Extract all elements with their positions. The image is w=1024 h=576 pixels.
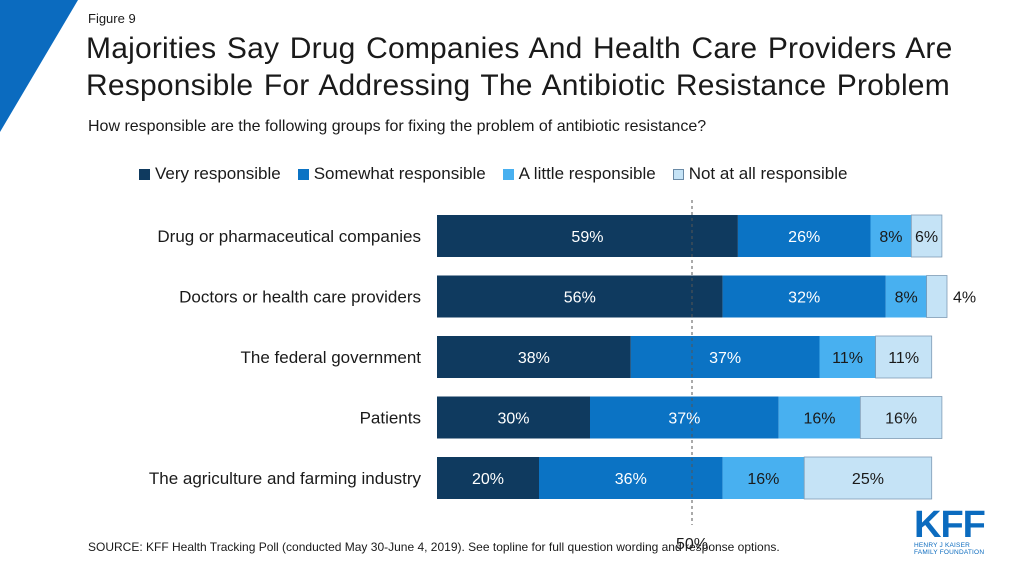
legend-item-a-little-responsible: A little responsible: [502, 164, 656, 184]
source-note: SOURCE: KFF Health Tracking Poll (conduc…: [88, 540, 780, 554]
legend-swatch: [672, 168, 684, 180]
bar-segment-very-responsible: [437, 336, 631, 378]
data-label: 25%: [852, 471, 884, 488]
bar-segment-a-little-responsible: [885, 275, 927, 318]
bar-segment-somewhat-responsible: [722, 275, 886, 318]
data-label: 20%: [472, 471, 504, 488]
chart-title: Majorities Say Drug Companies And Health…: [86, 32, 953, 102]
bar-segment-a-little-responsible: [722, 457, 805, 499]
bar-segment-very-responsible: [437, 457, 539, 499]
data-label: 8%: [879, 229, 902, 246]
data-label: 6%: [915, 229, 938, 246]
kff-logo: KFF HENRY J KAISER FAMILY FOUNDATION: [914, 504, 990, 556]
bar-segment-very-responsible: [437, 215, 738, 257]
data-label: 4%: [953, 290, 976, 307]
logo-mark: KFF: [914, 504, 986, 546]
bar-segment-very-responsible: [437, 275, 723, 318]
legend-label: Somewhat responsible: [313, 164, 486, 183]
logo-line-1: HENRY J KAISER: [914, 542, 971, 549]
data-label: 8%: [895, 290, 918, 307]
data-label: 38%: [518, 350, 550, 367]
category-label: The agriculture and farming industry: [149, 469, 422, 488]
bar-segment-not-at-all-responsible: [875, 335, 933, 379]
bar-segment-a-little-responsible: [870, 215, 912, 257]
legend-swatch: [502, 168, 514, 180]
data-label: 26%: [788, 229, 820, 246]
corner-accent-shape: [0, 0, 78, 132]
data-label: 11%: [888, 350, 919, 367]
legend-item-very-responsible: Very responsible: [139, 164, 281, 184]
legend-label: Not at all responsible: [688, 164, 848, 183]
bar-segment-not-at-all-responsible: [910, 214, 943, 258]
data-label: 32%: [788, 290, 820, 307]
legend-swatch: [297, 168, 309, 180]
bar-segment-not-at-all-responsible: [926, 275, 948, 318]
data-label: 16%: [803, 411, 835, 428]
data-label: 37%: [668, 411, 700, 428]
data-label: 16%: [885, 411, 917, 428]
data-label: 36%: [615, 471, 647, 488]
data-label: 30%: [497, 411, 529, 428]
category-label: Doctors or health care providers: [179, 288, 421, 307]
data-label: 16%: [747, 471, 779, 488]
bar-segment-a-little-responsible: [778, 396, 861, 439]
bar-segment-somewhat-responsible: [590, 396, 779, 439]
legend-item-somewhat-responsible: Somewhat responsible: [297, 164, 486, 184]
data-label: 59%: [571, 229, 603, 246]
legend-swatch: [139, 168, 150, 180]
bar-segment-very-responsible: [437, 396, 590, 439]
chart-subtitle: How responsible are the following groups…: [88, 118, 707, 135]
category-label: Drug or pharmaceutical companies: [157, 227, 421, 246]
data-label: 56%: [564, 290, 596, 307]
chart-legend: Very responsible Somewhat responsible A li…: [139, 164, 864, 184]
legend-label: Very responsible: [155, 164, 281, 183]
category-label: Patients: [360, 409, 421, 428]
data-label: 11%: [832, 350, 863, 367]
reference-line-label: 50%: [676, 536, 708, 553]
data-label: 37%: [709, 350, 741, 367]
bar-segment-somewhat-responsible: [630, 336, 820, 378]
category-label: The federal government: [241, 348, 422, 367]
logo-line-2: FAMILY FOUNDATION: [914, 549, 985, 556]
bar-segment-somewhat-responsible: [737, 215, 871, 257]
figure-label: Figure 9: [88, 11, 136, 26]
legend-label: A little responsible: [518, 164, 656, 183]
bar-segment-a-little-responsible: [819, 336, 876, 378]
bar-segment-not-at-all-responsible: [859, 396, 943, 439]
bar-segment-not-at-all-responsible: [803, 456, 933, 500]
legend-item-not-at-all-responsible: Not at all responsible: [672, 164, 848, 184]
